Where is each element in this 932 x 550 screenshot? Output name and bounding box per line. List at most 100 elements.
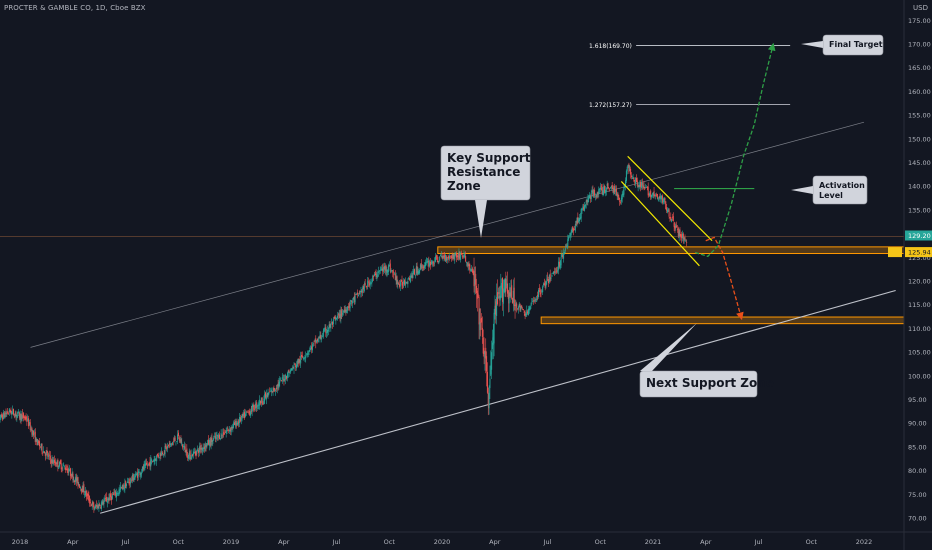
candle-body bbox=[378, 270, 380, 272]
final-target-callout[interactable]: Final Target bbox=[801, 34, 884, 56]
candle-body bbox=[634, 181, 636, 183]
candle-body bbox=[38, 441, 40, 447]
candle-body bbox=[630, 168, 632, 175]
candle-body bbox=[420, 263, 422, 269]
candle-body bbox=[257, 405, 259, 407]
candle-body bbox=[414, 269, 416, 275]
candle-body bbox=[649, 192, 651, 197]
y-axis[interactable]: 70.00 75.00 80.00 85.00 90.00 95.00 100.00 105.… bbox=[888, 0, 932, 550]
candle-body bbox=[497, 296, 499, 299]
candle-body bbox=[23, 416, 25, 419]
bullish-projection-arrow[interactable] bbox=[695, 42, 776, 258]
candle-body bbox=[490, 365, 492, 375]
candle-body bbox=[569, 235, 571, 237]
candle-body bbox=[94, 508, 96, 510]
candle-body bbox=[242, 413, 244, 417]
candle-body bbox=[429, 261, 431, 267]
candle-body bbox=[29, 422, 31, 430]
candle-body bbox=[409, 277, 411, 281]
candle-body bbox=[229, 429, 231, 432]
candle-body bbox=[573, 229, 575, 231]
candle-body bbox=[473, 270, 475, 287]
candle-body bbox=[239, 417, 241, 422]
channel-lower-line[interactable] bbox=[620, 181, 700, 267]
candle-body bbox=[84, 494, 86, 496]
candle-body bbox=[437, 260, 439, 262]
candle-body bbox=[435, 255, 437, 257]
candle-body bbox=[70, 474, 72, 478]
candle-body bbox=[346, 310, 348, 314]
candle-body bbox=[378, 271, 380, 273]
candle-body bbox=[651, 194, 653, 196]
candle-body bbox=[177, 432, 179, 436]
candle-body bbox=[576, 217, 578, 224]
candle-body bbox=[349, 303, 351, 309]
candle-body bbox=[415, 267, 417, 275]
candle-body bbox=[304, 357, 306, 358]
channel-upper-line[interactable] bbox=[627, 155, 713, 242]
candle-body bbox=[557, 270, 559, 272]
candle-body bbox=[327, 329, 329, 332]
candle-body bbox=[322, 331, 324, 337]
candle-body bbox=[468, 264, 470, 267]
candle-body bbox=[684, 237, 686, 240]
candle-body bbox=[249, 411, 251, 415]
candle-body bbox=[332, 321, 334, 325]
candle-body bbox=[384, 266, 386, 271]
candle-body bbox=[258, 404, 260, 406]
candle-body bbox=[655, 195, 657, 197]
next-support-zone[interactable] bbox=[540, 316, 905, 325]
candle-body bbox=[239, 416, 241, 423]
candle-body bbox=[161, 451, 163, 456]
candle-body bbox=[410, 275, 412, 277]
candle-body bbox=[72, 473, 74, 481]
candle-body bbox=[521, 305, 523, 308]
x-axis[interactable]: 2018 Apr Jul Oct 2019 Apr Jul Oct 2020 Apr Jul Oct 2… bbox=[0, 531, 932, 546]
candle-body bbox=[593, 191, 595, 198]
candle-body bbox=[183, 445, 185, 448]
candle-body bbox=[226, 430, 228, 432]
candle-body bbox=[547, 276, 549, 278]
candle-body bbox=[507, 290, 509, 299]
candle-body bbox=[640, 182, 642, 187]
candle-body bbox=[579, 217, 581, 221]
candle-body bbox=[435, 256, 437, 262]
candle-body bbox=[679, 229, 681, 236]
x-tick-label: Apr bbox=[278, 538, 290, 546]
candle-body bbox=[340, 310, 342, 320]
candle-body bbox=[263, 398, 265, 404]
candle-body bbox=[424, 262, 426, 267]
candle-body bbox=[172, 442, 174, 446]
candle-body bbox=[444, 255, 446, 260]
candle-body bbox=[335, 317, 337, 321]
candle-body bbox=[414, 274, 416, 276]
candle-body bbox=[126, 481, 128, 483]
candle-body bbox=[597, 191, 599, 195]
candle-body bbox=[51, 459, 53, 463]
candle-body bbox=[158, 456, 160, 458]
lower-channel-trendline[interactable] bbox=[100, 289, 896, 514]
key-support-zone[interactable] bbox=[437, 246, 905, 255]
candle-body bbox=[582, 206, 584, 210]
bearish-projection-arrow[interactable] bbox=[705, 236, 744, 321]
upper-channel-trendline[interactable] bbox=[30, 121, 865, 348]
candle-body bbox=[187, 454, 189, 459]
candle-body bbox=[485, 347, 487, 359]
candle-body bbox=[432, 262, 434, 263]
candle-body bbox=[131, 479, 133, 481]
candle-body bbox=[235, 420, 237, 427]
candle-body bbox=[359, 291, 361, 295]
candle-body bbox=[365, 286, 367, 288]
next-support-callout[interactable]: Next Support Zone bbox=[639, 323, 774, 398]
candle-body bbox=[606, 184, 608, 186]
candle-body bbox=[167, 445, 169, 449]
candle-body bbox=[543, 282, 545, 286]
candle-body bbox=[155, 460, 157, 461]
candle-body bbox=[353, 296, 355, 301]
candle-body bbox=[541, 291, 543, 292]
candle-body bbox=[642, 186, 644, 188]
candle-body bbox=[203, 446, 205, 449]
